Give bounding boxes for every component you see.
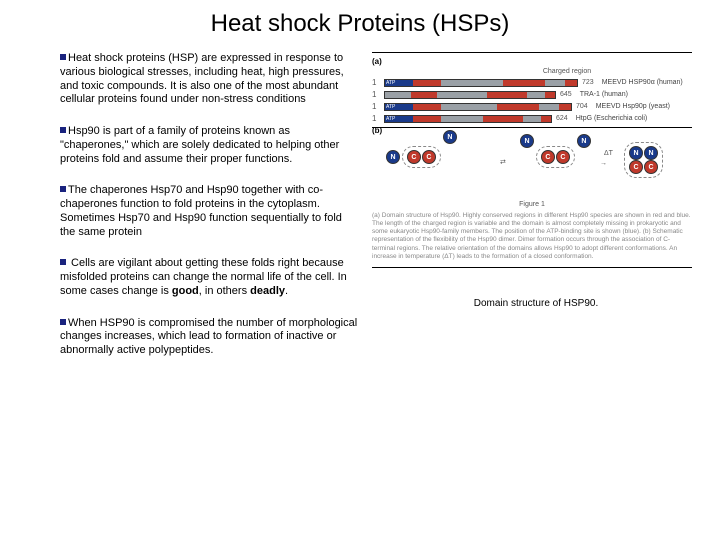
bullet-3: The chaperones Hsp70 and Hsp90 together … <box>60 184 360 239</box>
slide: Heat shock Proteins (HSPs) Heat shock pr… <box>0 0 720 540</box>
sequence-length: 704 <box>576 103 588 110</box>
text-column: Heat shock proteins (HSP) are expressed … <box>60 52 360 376</box>
domain-bar <box>384 91 556 99</box>
arrow-icon: ⇄ <box>500 158 506 166</box>
charged-region-label: Charged region <box>442 68 692 75</box>
bullet-text-suffix: . <box>285 285 288 297</box>
bullet-icon <box>60 127 66 133</box>
start-position: 1 <box>372 114 380 123</box>
sequence-length: 723 <box>582 79 594 86</box>
c-domain-icon: C <box>556 150 570 164</box>
c-domain-icon: C <box>541 150 555 164</box>
c-domain-icon: C <box>407 150 421 164</box>
c-domain-icon: C <box>644 160 658 174</box>
bullet-text: Hsp90 is part of a family of proteins kn… <box>60 125 339 165</box>
c-domain-icon: C <box>422 150 436 164</box>
bullet-text: When HSP90 is compromised the number of … <box>60 317 357 357</box>
conformation-open: N C C N <box>386 146 457 168</box>
domain-segment <box>539 104 559 110</box>
start-position: 1 <box>372 78 380 87</box>
bullet-icon <box>60 186 66 192</box>
domain-segment <box>437 92 487 98</box>
page-title: Heat shock Proteins (HSPs) <box>20 10 700 38</box>
bullet-bold1: good <box>172 285 199 297</box>
domain-segment <box>497 104 539 110</box>
dimer-interface: C C <box>402 146 441 168</box>
bullet-text-mid: , in others <box>199 285 250 297</box>
sequence-length: 645 <box>560 91 572 98</box>
n-domain-icon: N <box>629 146 643 160</box>
start-position: 1 <box>372 102 380 111</box>
domain-segment <box>541 116 551 122</box>
domain-bar: ATP <box>384 103 572 111</box>
protein-name-label: MEEVD Hsp90p (yeast) <box>596 103 670 110</box>
domain-segment <box>441 80 503 86</box>
figure-column: (a) Charged region 1 ATP 723 MEEVD HSP90α (h… <box>372 52 700 376</box>
domain-segment <box>413 116 441 122</box>
start-position: 1 <box>372 90 380 99</box>
n-domain-icon: N <box>644 146 658 160</box>
dimer-closed: N N C C <box>624 142 663 178</box>
conformation-mid: N C C N <box>520 146 591 168</box>
protein-bar-row: 1 ATP 704 MEEVD Hsp90p (yeast) <box>372 102 692 111</box>
bullet-4: Cells are vigilant about getting these f… <box>60 257 360 298</box>
bullet-bold2: deadly <box>250 285 285 297</box>
bullet-1: Heat shock proteins (HSP) are expressed … <box>60 52 360 107</box>
domain-segment <box>441 116 483 122</box>
domain-segment <box>565 80 577 86</box>
c-domain-icon: C <box>629 160 643 174</box>
domain-segment: ATP <box>385 116 413 122</box>
protein-name-label: MEEVD HSP90α (human) <box>602 79 683 86</box>
domain-bar: ATP <box>384 79 578 87</box>
domain-segment <box>545 92 555 98</box>
domain-segment <box>545 80 565 86</box>
domain-segment <box>413 80 441 86</box>
protein-bar-row: 1 ATP 723 MEEVD HSP90α (human) <box>372 78 692 87</box>
domain-segment <box>503 80 545 86</box>
diagram-caption: (a) Domain structure of Hsp90. Highly co… <box>372 212 692 261</box>
panel-b-label: (b) <box>372 126 382 135</box>
protein-name-label: HtpG (Escherichia coli) <box>576 115 648 122</box>
n-domain-icon: N <box>577 134 591 148</box>
arrow-icon: → <box>600 160 607 167</box>
n-domain-icon: N <box>386 150 400 164</box>
domain-segment <box>523 116 541 122</box>
panel-a-label: (a) <box>372 57 692 66</box>
sequence-length: 624 <box>556 115 568 122</box>
figure-caption: Domain structure of HSP90. <box>372 298 700 309</box>
bullet-icon <box>60 259 66 265</box>
conformation-closed: N N C C <box>624 142 663 178</box>
protein-bar-row: 1 645 TRA-1 (human) <box>372 90 692 99</box>
body: Heat shock proteins (HSP) are expressed … <box>60 52 700 376</box>
domain-segment <box>559 104 571 110</box>
bullet-icon <box>60 54 66 60</box>
dimer-interface: C C <box>536 146 575 168</box>
panel-b: (b) N C C N ⇄ N C C <box>372 127 692 199</box>
bullet-2: Hsp90 is part of a family of proteins kn… <box>60 125 360 166</box>
bullet-5: When HSP90 is compromised the number of … <box>60 317 360 358</box>
n-domain-icon: N <box>443 130 457 144</box>
domain-segment <box>527 92 545 98</box>
protein-name-label: TRA-1 (human) <box>580 91 628 98</box>
domain-segment: ATP <box>385 104 413 110</box>
domain-segment <box>483 116 523 122</box>
bullet-text: Heat shock proteins (HSP) are expressed … <box>60 52 344 105</box>
domain-segment <box>411 92 437 98</box>
figure-number: Figure 1 <box>372 201 692 208</box>
domain-segment <box>441 104 497 110</box>
bullet-icon <box>60 319 66 325</box>
protein-bars: Charged region 1 ATP 723 MEEVD HSP90α (human… <box>372 68 692 123</box>
domain-diagram: (a) Charged region 1 ATP 723 MEEVD HSP90α (h… <box>372 52 692 268</box>
bullet-text: The chaperones Hsp70 and Hsp90 together … <box>60 184 342 237</box>
domain-segment <box>385 92 411 98</box>
domain-bar: ATP <box>384 115 552 123</box>
n-domain-icon: N <box>520 134 534 148</box>
protein-bar-row: 1 ATP 624 HtpG (Escherichia coli) <box>372 114 692 123</box>
domain-segment <box>413 104 441 110</box>
domain-segment <box>487 92 527 98</box>
domain-segment: ATP <box>385 80 413 86</box>
delta-t-label: ΔT <box>604 150 613 157</box>
